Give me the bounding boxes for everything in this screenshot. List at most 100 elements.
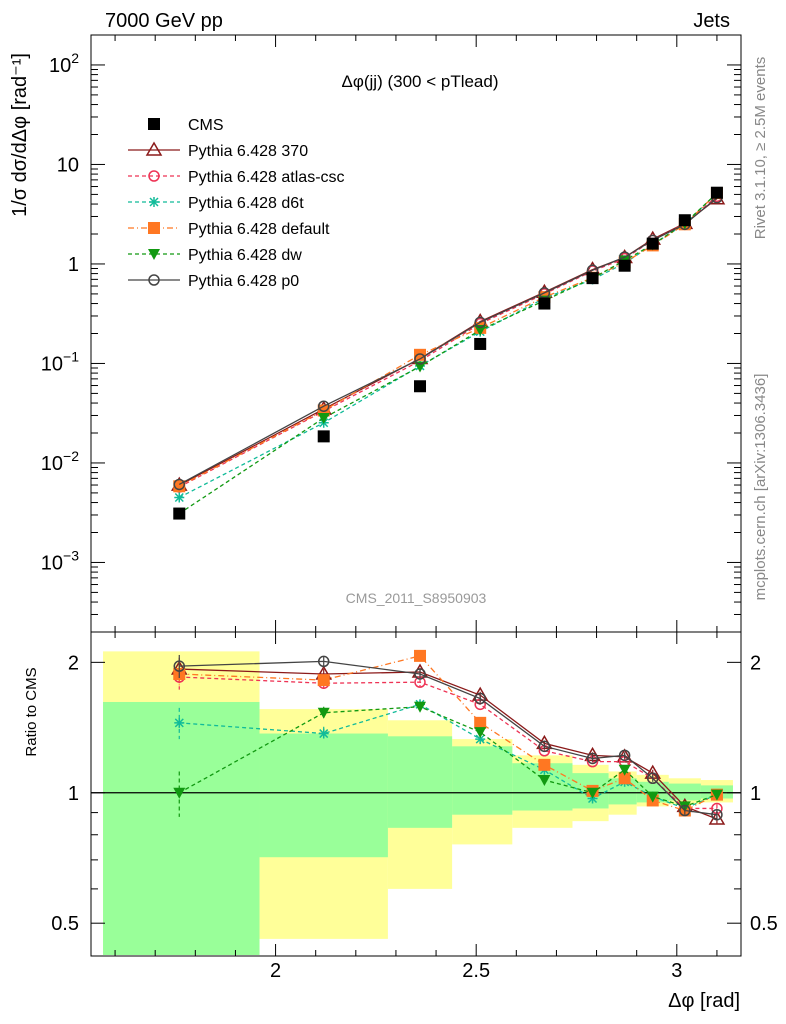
legend-marker: [149, 197, 159, 207]
y-tick-label-ratio-right: 0.5: [750, 913, 778, 935]
mc-series-line: [178, 192, 718, 515]
x-axis-label: Δφ [rad]: [668, 990, 740, 1012]
y-tick-label-main: 10: [57, 154, 79, 176]
ratio-plot-frame: [90, 631, 742, 957]
legend-marker: [145, 141, 163, 156]
ratio-series-line: [179, 676, 717, 810]
mc-point: [414, 361, 427, 373]
cms-data-point: [586, 272, 599, 285]
ratio-series-line: [179, 655, 718, 812]
ratio-point: [474, 716, 487, 729]
y-axis-label-text: 1/σ dσ/dΔφ [rad⁻¹]: [9, 53, 31, 217]
uncertainty-band-inner: [103, 701, 733, 955]
mc-point: [174, 492, 185, 503]
mc-point: [173, 478, 186, 491]
ratio-point: [317, 707, 330, 719]
legend-label: Pythia 6.428 atlas-csc: [188, 169, 345, 186]
ratio-point: [474, 692, 486, 705]
legend-label: Pythia 6.428 d6t: [188, 195, 304, 212]
mc-point: [317, 412, 330, 424]
ratio-point: [414, 701, 427, 713]
cms-data-point: [474, 337, 487, 350]
y-tick-label-main: 10−2: [41, 448, 79, 475]
ratio-point: [586, 752, 599, 765]
band-inner-bin: [668, 783, 701, 801]
y-tick-label-ratio-right: 1: [750, 783, 761, 805]
ratio-series: [173, 701, 723, 817]
ratio-point: [474, 727, 487, 739]
ratio-point: [538, 775, 551, 787]
analysis-watermark: CMS_2011_S8950903: [346, 590, 487, 606]
legend-entry: Pythia 6.428 p0: [128, 273, 299, 290]
legend-marker: [148, 249, 160, 260]
ratio-point: [618, 764, 631, 776]
cms-data-point: [538, 297, 551, 310]
legend-entry: Pythia 6.428 d6t: [128, 195, 304, 212]
y-tick-label-ratio-left: 2: [68, 652, 79, 674]
ratio-point: [618, 749, 631, 762]
y-tick-label-main: 10−1: [41, 348, 79, 375]
y-tick-label-ratio-left: 0.5: [51, 913, 79, 935]
ratio-point: [618, 772, 631, 785]
ratio-point: [317, 655, 330, 668]
mc-series-line: [178, 197, 718, 486]
cms-data-point: [414, 380, 427, 393]
ratio-point: [317, 674, 330, 687]
legend-label: Pythia 6.428 dw: [188, 247, 302, 264]
mc-point: [474, 316, 486, 329]
cms-data-point: [317, 430, 330, 443]
cms-data-series: [173, 186, 723, 520]
axis-ticks: [91, 34, 741, 956]
cms-data-point: [173, 507, 186, 520]
legend-label: Pythia 6.428 p0: [188, 273, 299, 290]
ratio-point: [174, 717, 185, 728]
y-tick-label-ratio-left: 1: [68, 783, 79, 805]
ratio-point: [173, 660, 186, 672]
x-tick-label: 2.5: [462, 960, 490, 982]
ratio-series: [173, 654, 723, 821]
ratio-point: [679, 804, 691, 817]
legend-marker: [148, 118, 160, 130]
header-energy-label: 7000 GeV pp: [105, 10, 223, 32]
legend-entry: Pythia 6.428 atlas-csc: [128, 169, 345, 186]
ratio-point: [711, 808, 723, 821]
legend-entry: Pythia 6.428 default: [128, 221, 330, 238]
ratio-series-line: [179, 668, 718, 820]
legend-marker: [148, 222, 160, 234]
ratio-point: [646, 772, 659, 785]
y-tick-label-main: 102: [49, 50, 79, 77]
ratio-series-line: [179, 660, 718, 816]
mc-series-line: [178, 195, 718, 488]
legend-label: Pythia 6.428 370: [188, 143, 308, 160]
cms-data-point: [618, 259, 631, 272]
y-tick-label-ratio-right: 2: [750, 652, 761, 674]
legend-label: CMS: [188, 117, 224, 134]
mc-point: [317, 400, 330, 412]
ratio-series-line: [178, 706, 718, 808]
y-tick-label-main: 10−3: [41, 547, 79, 574]
legend-entry: Pythia 6.428 370: [128, 141, 308, 160]
mc-point: [414, 353, 426, 365]
ratio-point: [710, 789, 723, 801]
legend-entry: CMS: [148, 117, 224, 134]
ratio-point: [538, 740, 551, 753]
x-tick-label: 2: [270, 960, 281, 982]
band-inner-bin: [259, 733, 388, 858]
legend-entry: Pythia 6.428 dw: [128, 247, 302, 264]
ratio-point: [586, 787, 599, 799]
ratio-point: [414, 668, 426, 680]
band-inner-bin: [103, 701, 260, 955]
ratio-point: [414, 649, 427, 662]
mcplots-label: mcplots.cern.ch [arXiv:1306.3436]: [752, 374, 769, 601]
legend: CMS Pythia 6.428 370 Pythia 6.428 atlas-cs…: [128, 117, 345, 290]
ratio-point: [538, 758, 551, 771]
mc-series-line: [178, 192, 718, 487]
y-tick-label-main: 1: [68, 254, 79, 276]
mc-series-line: [178, 192, 718, 499]
cms-data-point: [678, 214, 691, 227]
band-inner-bin: [452, 746, 513, 815]
cms-data-point: [710, 186, 723, 199]
legend-marker: [148, 274, 160, 286]
ratio-point: [318, 728, 329, 739]
